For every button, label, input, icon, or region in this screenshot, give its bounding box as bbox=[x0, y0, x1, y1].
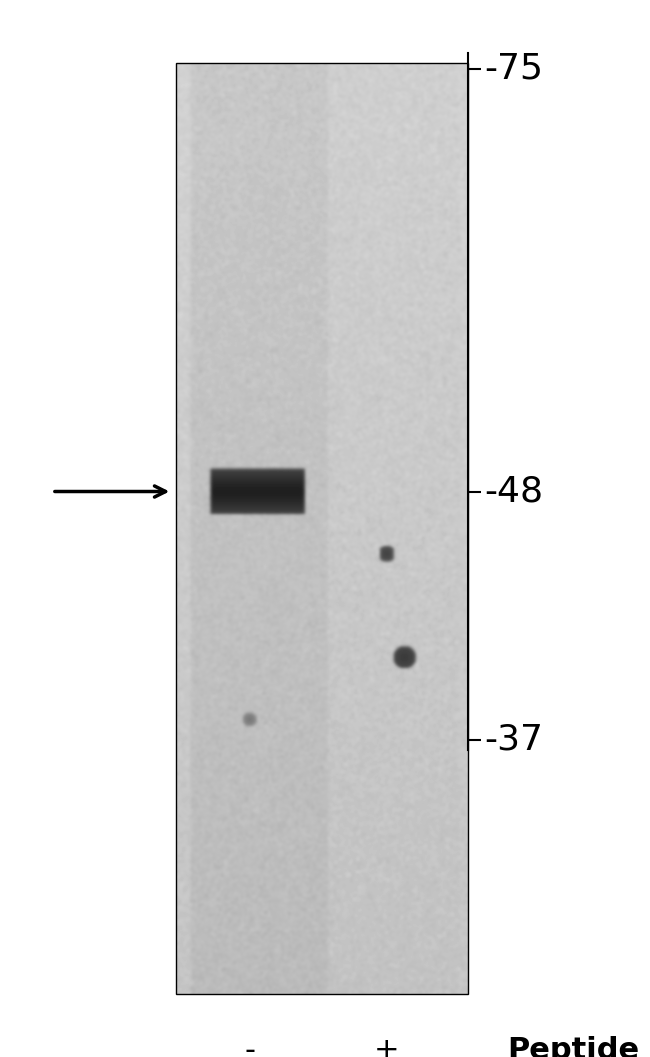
Text: -37: -37 bbox=[484, 723, 543, 757]
Text: -75: -75 bbox=[484, 52, 543, 86]
Bar bbox=[176, 63, 468, 994]
Text: -48: -48 bbox=[484, 475, 543, 508]
Text: +: + bbox=[374, 1036, 400, 1057]
Text: -: - bbox=[245, 1036, 255, 1057]
Text: Peptide: Peptide bbox=[507, 1036, 639, 1057]
